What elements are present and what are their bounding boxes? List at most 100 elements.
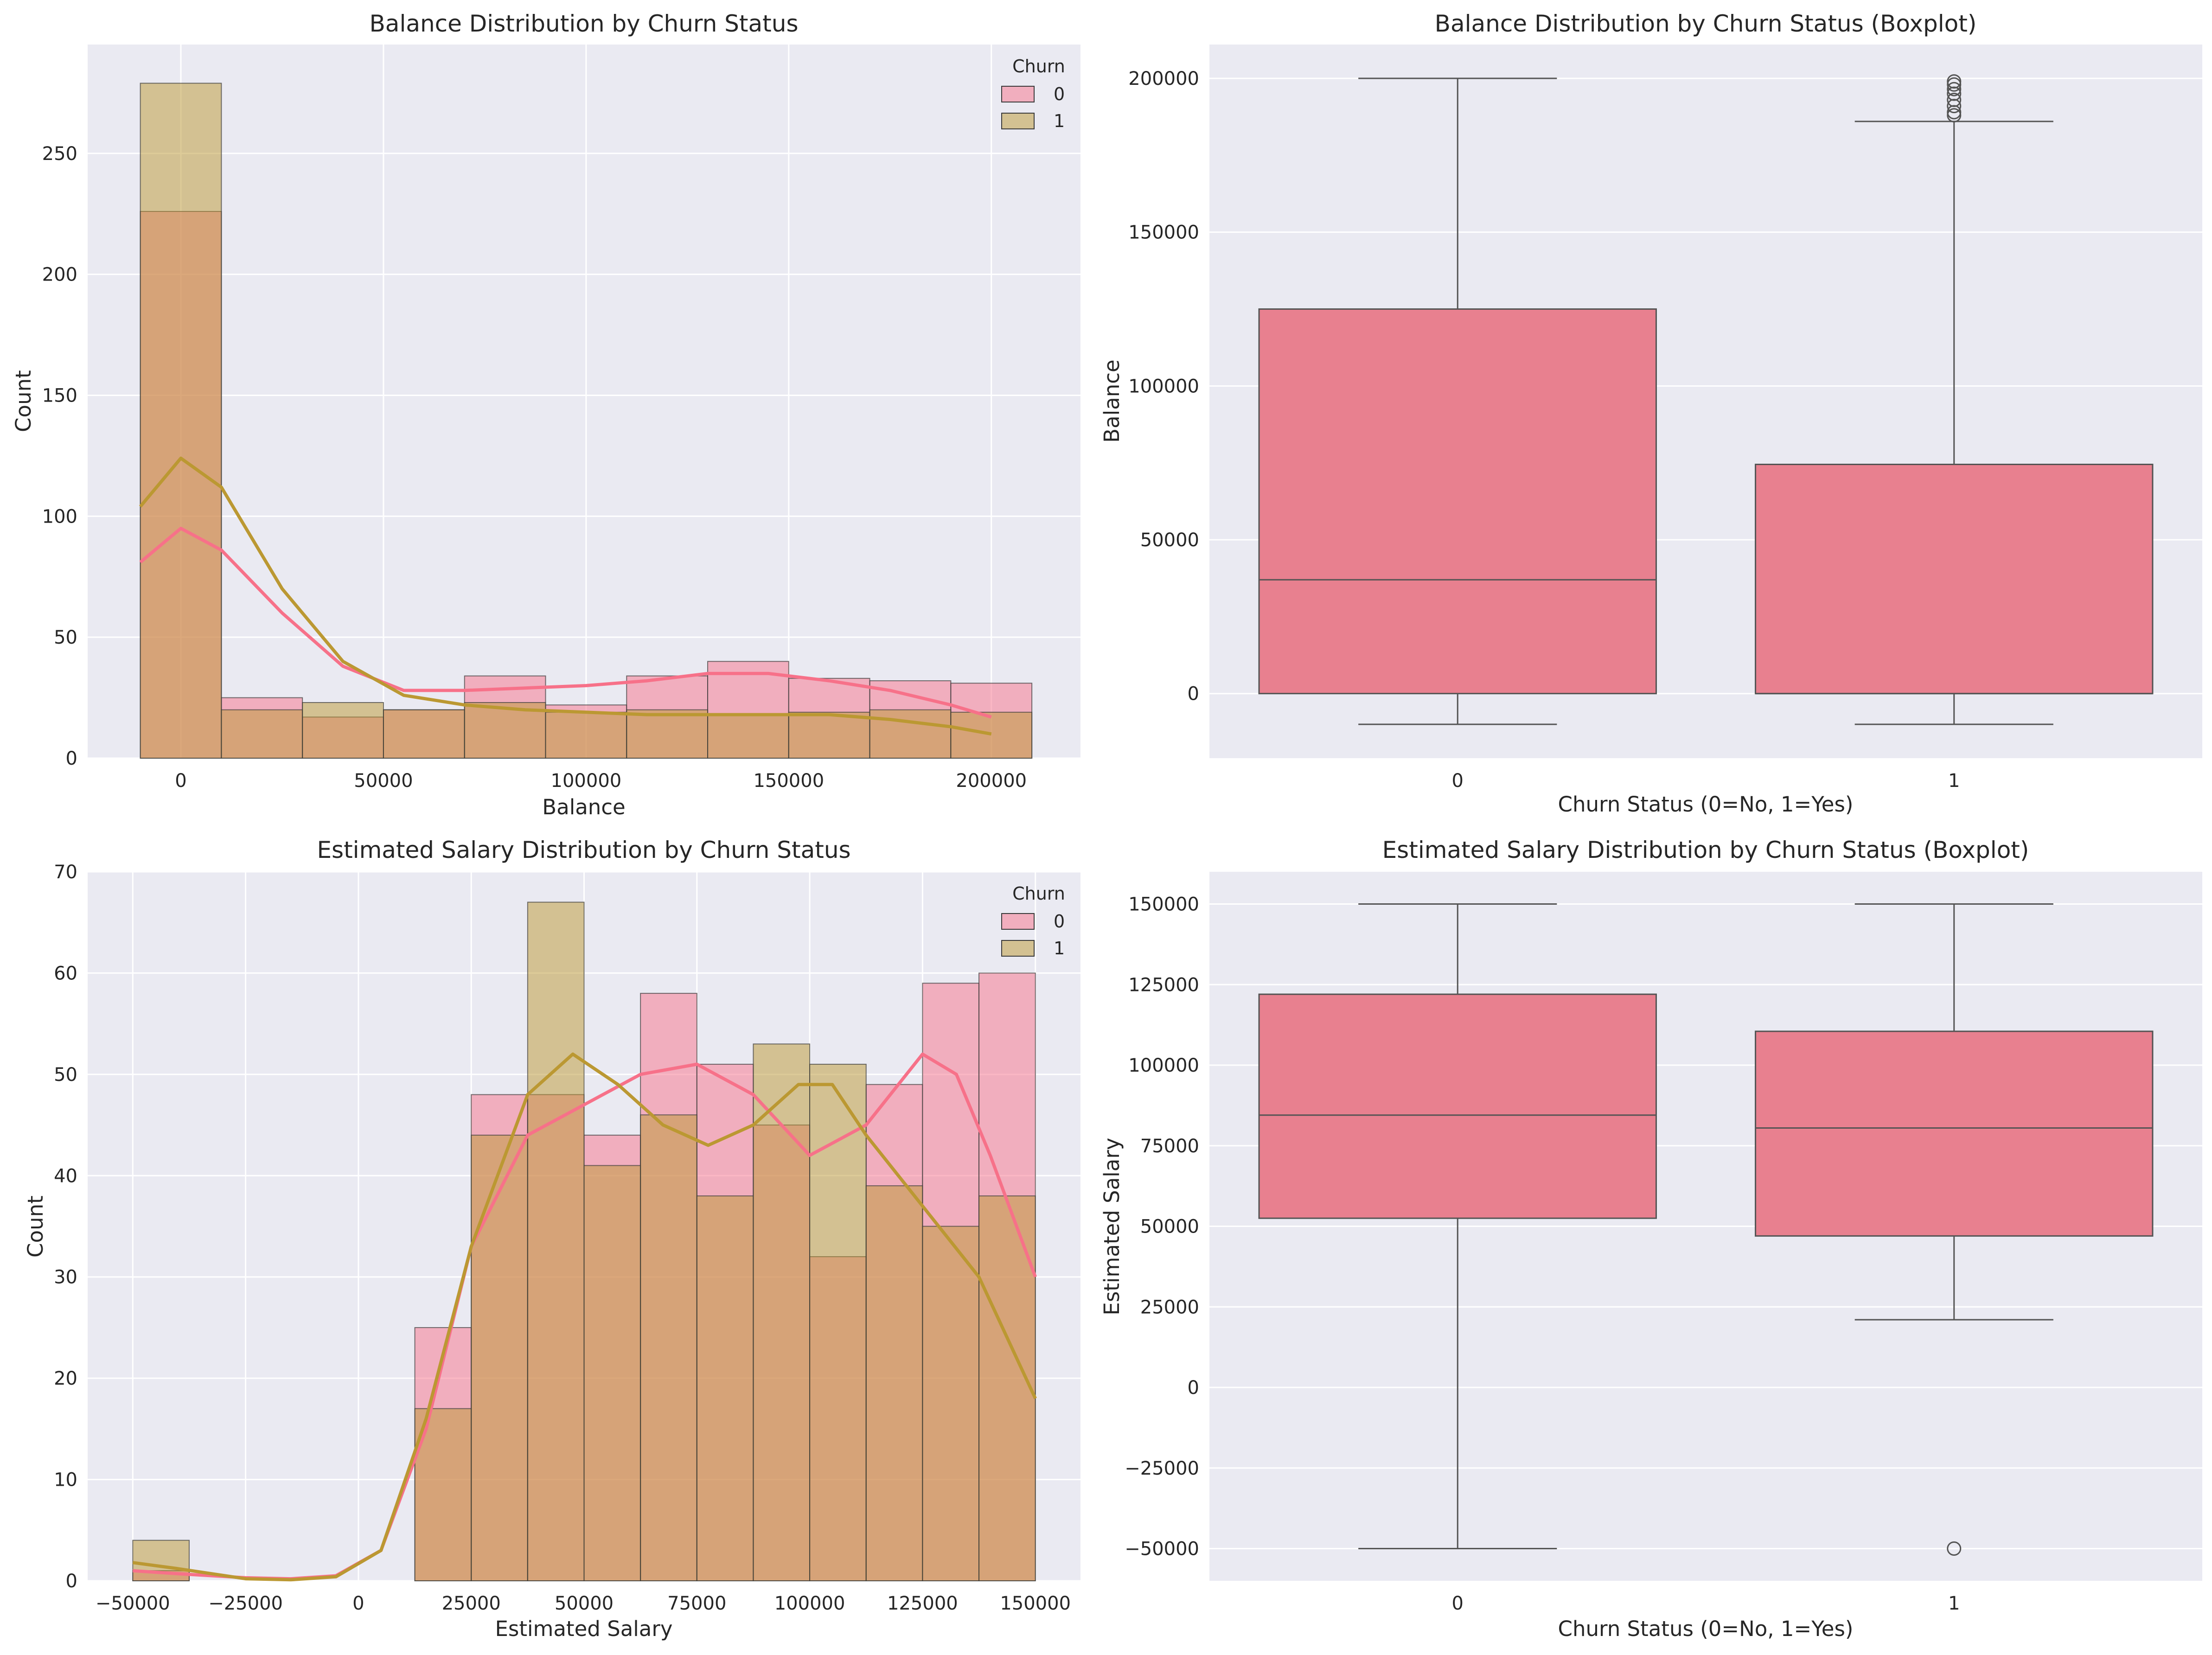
y-axis-label: Balance (1100, 359, 1124, 442)
panel-balance-histogram: 0 50000 100000 150000 200000 0 50 100 150 200 250… (11, 10, 1080, 819)
legend-swatch-churn-0 (1001, 913, 1035, 930)
box-churn-1 (1755, 1030, 2154, 1237)
y-tick-label: 150 (42, 385, 77, 406)
histogram-bar-churn-1 (221, 709, 303, 759)
y-tick-label: 50000 (1140, 530, 1199, 551)
outlier-point (1947, 82, 1962, 96)
y-tick-label: 200000 (1128, 68, 1199, 89)
x-tick-label: −50000 (96, 1593, 170, 1614)
histogram-bar-churn-1 (753, 1043, 811, 1581)
y-tick-label: 125000 (1128, 974, 1199, 996)
y-tick-label: 60 (54, 963, 77, 984)
legend-swatch-churn-1 (1001, 113, 1035, 129)
x-tick-label: 150000 (753, 770, 824, 792)
y-tick-label: 100000 (1128, 376, 1199, 397)
y-tick-label: 0 (1188, 684, 1199, 705)
kde-line-churn-1 (132, 1052, 1037, 1582)
legend-entry-churn-1: 1 (1054, 938, 1065, 958)
x-tick-label: 25000 (442, 1593, 501, 1614)
chart-title: Balance Distribution by Churn Status (Bo… (1435, 10, 1977, 37)
histogram-bar-churn-1 (140, 83, 222, 759)
legend: Churn 0 1 (1001, 56, 1065, 131)
x-tick-label: −25000 (208, 1593, 283, 1614)
histogram-bar-churn-1 (869, 709, 952, 759)
y-tick-label: 30 (54, 1267, 77, 1288)
y-tick-label: 25000 (1140, 1297, 1199, 1318)
histogram-bar-churn-1 (788, 711, 870, 759)
y-tick-label: 100 (42, 506, 77, 527)
histogram-bar-churn-1 (626, 709, 709, 759)
histogram-bar-churn-1 (583, 1165, 641, 1581)
legend-swatch-churn-0 (1001, 86, 1035, 102)
histogram-bar-churn-1 (640, 1114, 697, 1581)
outlier-point (1947, 92, 1962, 107)
marks (1258, 903, 2154, 1556)
histogram-bar-churn-1 (545, 711, 627, 759)
y-tick-label: 50 (54, 627, 77, 648)
y-tick-label: 70 (54, 862, 77, 883)
y-tick-label: 0 (66, 1571, 77, 1592)
x-tick-label: 0 (175, 770, 186, 792)
outlier-point (1947, 1541, 1962, 1556)
y-tick-label: 150000 (1128, 894, 1199, 915)
x-tick-label: 125000 (887, 1593, 958, 1614)
histogram-bar-churn-1 (707, 714, 789, 759)
legend-title: Churn (1012, 883, 1065, 904)
y-axis-label: Count (23, 1195, 48, 1258)
histogram-bar-churn-1 (865, 1185, 923, 1582)
y-tick-labels: 0 50 100 150 200 250 (42, 143, 77, 769)
y-tick-labels: 0 10 20 30 40 50 60 70 (54, 862, 77, 1592)
x-tick-label: 0 (352, 1593, 364, 1614)
y-tick-labels: 0 50000 100000 150000 200000 (1128, 68, 1199, 705)
y-tick-label: 50000 (1140, 1216, 1199, 1238)
y-axis-label: Count (11, 370, 36, 432)
y-tick-label: 40 (54, 1165, 77, 1187)
x-tick-label: 1 (1948, 770, 1960, 792)
y-tick-label: −50000 (1125, 1539, 1199, 1560)
box-churn-0 (1258, 993, 1657, 1219)
box-churn-1 (1755, 463, 2154, 695)
legend: Churn 0 1 (1001, 883, 1065, 958)
histogram-bar-churn-1 (922, 1226, 980, 1581)
x-axis-label: Churn Status (0=No, 1=Yes) (1558, 792, 1854, 817)
y-tick-label: 0 (1188, 1377, 1199, 1399)
x-axis-label: Churn Status (0=No, 1=Yes) (1558, 1617, 1854, 1641)
chart-title: Estimated Salary Distribution by Churn S… (317, 837, 850, 863)
legend-entry-churn-1: 1 (1054, 111, 1065, 131)
x-tick-label: 100000 (551, 770, 622, 792)
y-tick-label: 100000 (1128, 1055, 1199, 1076)
marks (132, 901, 1037, 1582)
y-tick-label: 20 (54, 1368, 77, 1389)
y-tick-labels: −50000 −25000 0 25000 50000 75000 100000 125000… (1125, 894, 1199, 1560)
histogram-bar-churn-1 (950, 711, 1033, 759)
kde-line-churn-0 (139, 526, 992, 719)
y-tick-label: −25000 (1125, 1458, 1199, 1479)
x-tick-label: 1 (1948, 1593, 1960, 1614)
x-tick-label: 0 (1452, 770, 1464, 792)
outlier-point (1947, 74, 1962, 89)
histogram-bar-churn-1 (696, 1195, 754, 1581)
histogram-bar-churn-1 (527, 901, 585, 1581)
histogram-bar-churn-1 (471, 1134, 528, 1581)
x-axis-label: Balance (542, 795, 625, 819)
y-axis-label: Estimated Salary (1100, 1138, 1124, 1316)
box-churn-0 (1258, 308, 1657, 695)
chart-title: Estimated Salary Distribution by Churn S… (1382, 837, 2029, 863)
histogram-bar-churn-1 (464, 702, 546, 759)
panel-salary-histogram: −50000 −25000 0 25000 50000 75000 100000 125000… (23, 837, 1080, 1641)
histogram-bar-churn-1 (978, 1195, 1036, 1581)
x-tick-label: 100000 (774, 1593, 845, 1614)
histogram-bar-churn-1 (383, 709, 465, 759)
x-tick-label: 150000 (1000, 1593, 1071, 1614)
y-tick-label: 50 (54, 1064, 77, 1086)
y-tick-label: 75000 (1140, 1136, 1199, 1157)
x-tick-label: 0 (1452, 1593, 1464, 1614)
x-tick-label: 50000 (555, 1593, 614, 1614)
y-tick-label: 200 (42, 264, 77, 286)
marks (139, 83, 1033, 759)
grid (88, 45, 1080, 759)
